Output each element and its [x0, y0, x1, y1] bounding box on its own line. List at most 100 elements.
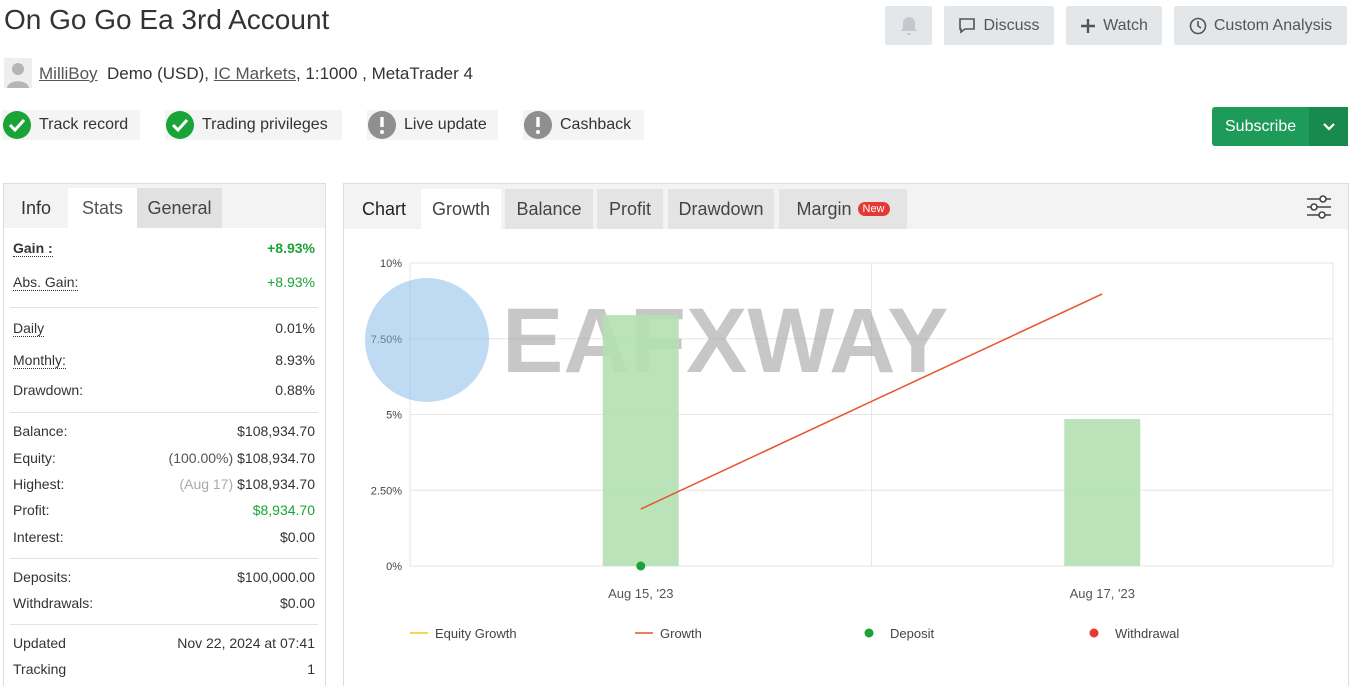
watermark: EAFXWAY [502, 290, 948, 392]
badge: Cashback [523, 110, 644, 140]
stat-label: Gain : [13, 240, 53, 257]
x-tick-label: Aug 17, '23 [1070, 586, 1135, 601]
watermark-logo [365, 278, 489, 402]
stat-value-wrap: (Aug 17) $108,934.70 [179, 476, 315, 492]
legend-label: Withdrawal [1115, 626, 1179, 641]
stat-value: Nov 22, 2024 at 07:41 [177, 635, 315, 651]
discuss-button[interactable]: Discuss [944, 6, 1054, 45]
button-label: Custom Analysis [1213, 16, 1333, 34]
stat-label: Abs. Gain: [13, 274, 79, 291]
subscribe-label: Subscribe [1225, 117, 1297, 135]
stat-value-wrap: $0.00 [280, 529, 315, 545]
stat-value: +8.93% [267, 240, 315, 256]
y-tick-label: 0% [386, 561, 402, 573]
tab-active[interactable]: Growth [421, 189, 501, 229]
line [640, 293, 1103, 510]
stat-row: Interest: $0.00 [13, 529, 315, 545]
y-tick-label: 2.50% [371, 485, 402, 497]
separator [10, 624, 318, 625]
badge: Live update [367, 110, 498, 140]
stat-row: Highest: (Aug 17) $108,934.70 [13, 476, 315, 492]
user-link[interactable]: MilliBoy [39, 64, 98, 83]
separator [10, 307, 318, 308]
legend-swatch [1089, 628, 1099, 638]
badge: Track record [2, 110, 140, 140]
tab-label: Chart [361, 198, 406, 219]
button-label: Discuss [983, 16, 1040, 34]
stat-value-wrap: +8.93% [267, 274, 315, 291]
stat-row: Monthly: 8.93% [13, 352, 315, 369]
clock-icon [1189, 17, 1207, 34]
broker-link[interactable]: IC Markets [213, 64, 296, 83]
tab[interactable]: Info [20, 197, 52, 218]
stat-row: Tracking 1 [13, 661, 315, 677]
tab[interactable]: Chart [348, 189, 420, 229]
warning-icon [368, 111, 396, 139]
stat-row: Abs. Gain: +8.93% [13, 274, 315, 291]
stat-row: Gain : +8.93% [13, 240, 315, 257]
stat-label: Deposits: [13, 569, 72, 585]
tab[interactable]: Profit [597, 189, 663, 229]
stat-label: Daily [13, 320, 45, 337]
stat-value: $0.00 [279, 529, 315, 545]
bar [1064, 419, 1141, 566]
stat-label: Highest: [13, 476, 65, 492]
stat-label: Withdrawals: [13, 595, 94, 611]
stat-value-wrap: Nov 22, 2024 at 07:41 [177, 635, 315, 651]
tab-active[interactable]: Stats [68, 188, 137, 228]
stat-row: Updated Nov 22, 2024 at 07:41 [13, 635, 315, 651]
dropdown-toggle[interactable] [1309, 107, 1348, 146]
stat-label: Tracking [13, 661, 67, 677]
avatar [4, 58, 32, 88]
stat-label: Drawdown: [13, 382, 84, 398]
stat-value-wrap: 8.93% [275, 352, 315, 369]
tab[interactable]: Margin New [779, 189, 907, 229]
stat-value: 1 [307, 661, 315, 677]
settings-icon[interactable] [1305, 193, 1333, 221]
stat-value-wrap: 0.88% [275, 382, 315, 398]
subscribe-button[interactable]: Subscribe [1212, 107, 1348, 146]
stat-value-wrap: +8.93% [267, 240, 315, 257]
badge-label: Live update [404, 116, 487, 133]
analysis-button[interactable]: Custom Analysis [1174, 6, 1347, 45]
stat-label: Monthly: [13, 352, 66, 369]
separator [10, 412, 318, 413]
stat-note: (100.00%) [168, 450, 234, 466]
stat-value: $100,000.00 [237, 569, 315, 585]
stat-label: Balance: [13, 423, 68, 439]
account-details: , 1:1000 , MetaTrader 4 [295, 64, 473, 83]
badge-label: Trading privileges [202, 116, 328, 133]
discuss-icon [959, 17, 976, 34]
tab-label: Balance [516, 198, 582, 219]
stat-row: Balance: $108,934.70 [13, 423, 315, 439]
stat-note: (Aug 17) [179, 476, 234, 492]
stat-label: Profit: [13, 502, 50, 518]
stat-row: Withdrawals: $0.00 [13, 595, 315, 611]
legend-swatch [864, 628, 874, 638]
stat-value: $108,934.70 [237, 423, 315, 439]
stat-row: Profit: $8,934.70 [13, 502, 315, 518]
account-type: Demo (USD), [107, 64, 210, 83]
warning-icon [524, 111, 552, 139]
alert-button[interactable] [885, 6, 932, 45]
stat-label: Updated [13, 635, 66, 651]
stat-value: $108,934.70 [237, 476, 315, 492]
separator [10, 558, 318, 559]
y-tick-label: 10% [380, 258, 402, 270]
watch-button[interactable]: Watch [1066, 6, 1162, 45]
check-icon [166, 111, 194, 139]
stat-row: Deposits: $100,000.00 [13, 569, 315, 585]
tab[interactable]: General [137, 188, 222, 228]
stat-value: $0.00 [279, 595, 315, 611]
tab[interactable]: Drawdown [668, 189, 774, 229]
stat-value-wrap: $100,000.00 [237, 569, 315, 585]
new-badge: New [857, 202, 890, 216]
stat-value-wrap: 0.01% [275, 320, 315, 337]
stat-row: Daily 0.01% [13, 320, 315, 337]
legend-label: Deposit [890, 626, 934, 641]
tab-label: Margin [796, 198, 852, 219]
stat-value: $8,934.70 [252, 502, 315, 518]
tab[interactable]: Balance [505, 189, 593, 229]
stat-value-wrap: (100.00%) $108,934.70 [169, 450, 315, 466]
